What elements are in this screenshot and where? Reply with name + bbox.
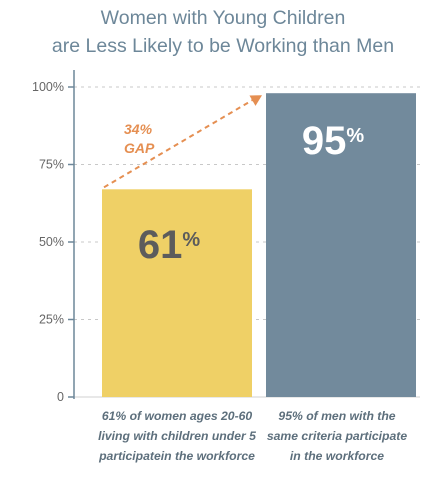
- y-tick-label-25: 25%: [39, 313, 64, 327]
- y-tick-label-75: 75%: [39, 158, 64, 172]
- y-axis-ticks: 0 25% 50% 75% 100%: [32, 80, 74, 404]
- bar-value-labels: 61% 95%: [138, 119, 365, 267]
- category-2-caption-line-1: 95% of men with the: [278, 409, 395, 423]
- gap-label-text: GAP: [124, 140, 155, 156]
- bar-1: [102, 189, 252, 397]
- bar-1-value-label: 61%: [138, 223, 201, 267]
- bars: [102, 93, 416, 397]
- y-tick-label-50: 50%: [39, 235, 64, 249]
- gap-arrow-head: [249, 95, 262, 106]
- category-2-caption-line-2: same criteria participate: [267, 429, 407, 443]
- bar-2: [266, 93, 416, 397]
- category-1-caption-line-3: participatein the workforce: [98, 449, 255, 463]
- category-1-caption-line-2: living with children under 5: [98, 429, 256, 443]
- y-tick-label-100: 100%: [32, 80, 64, 94]
- chart-title-line-1: Women with Young Children: [101, 7, 346, 29]
- y-tick-label-0: 0: [57, 390, 64, 404]
- category-captions: 61% of women ages 20-60 living with child…: [98, 409, 407, 463]
- gap-arrow: [103, 95, 262, 189]
- category-2-caption-line-3: in the workforce: [290, 449, 384, 463]
- gap-label-percent: 34%: [124, 121, 153, 137]
- bar-2-value-label: 95%: [302, 119, 365, 163]
- gap-arrow-line: [103, 98, 255, 189]
- category-1-caption-line-1: 61% of women ages 20-60: [102, 409, 253, 423]
- chart-title-line-2: are Less Likely to be Working than Men: [52, 35, 394, 57]
